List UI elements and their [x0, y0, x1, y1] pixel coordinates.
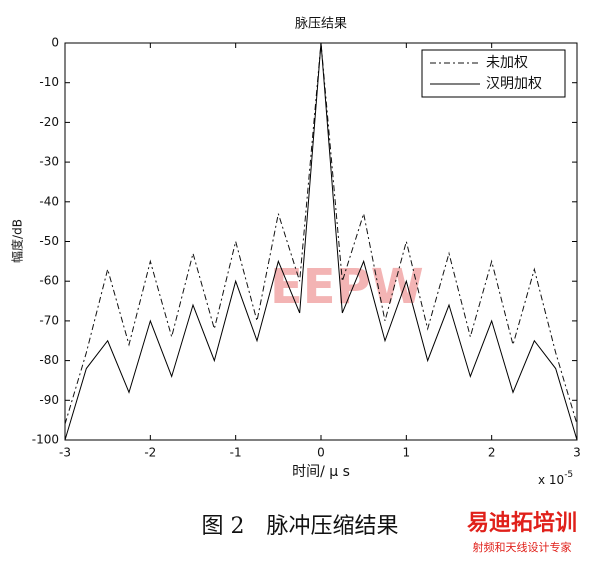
y-tick-label: -90	[39, 393, 59, 407]
legend-box	[421, 49, 566, 98]
y-tick-label: -20	[39, 115, 59, 129]
y-tick-label: -10	[39, 75, 59, 89]
y-tick-label: 0	[51, 36, 59, 50]
watermark: EEPW	[270, 259, 424, 315]
y-tick-label: -40	[39, 194, 59, 208]
y-tick-label: -60	[39, 274, 59, 288]
y-tick-label: -30	[39, 155, 59, 169]
x-axis-label: 时间/ μ s	[292, 464, 350, 480]
y-tick-label: -100	[32, 433, 59, 447]
watermark: 射频和天线设计专家	[473, 540, 572, 554]
watermark: 易迪拓培训	[467, 510, 577, 536]
y-axis-label: 幅度/dB	[10, 219, 25, 263]
y-tick-label: -50	[39, 234, 59, 248]
series-line	[64, 42, 578, 441]
caption: 图 2 脉冲压缩结果	[202, 514, 399, 539]
x-exponent: x 10-5	[538, 470, 573, 487]
exponent-power: -5	[564, 470, 573, 480]
y-tick-label: -80	[39, 353, 59, 367]
x-tick-label: -3	[59, 446, 71, 460]
chart-title: 脉压结果	[295, 17, 347, 32]
legend-label: 未加权	[486, 55, 528, 71]
legend-label: 汉明加权	[486, 76, 542, 92]
y-tick-label: -70	[39, 313, 59, 327]
x-tick-label: -1	[230, 446, 242, 460]
series-line	[64, 42, 578, 425]
exponent-base: x 10	[538, 473, 564, 487]
x-tick-label: 0	[317, 446, 325, 460]
x-tick-label: 3	[573, 446, 581, 460]
x-tick-label: 2	[488, 446, 496, 460]
x-tick-label: -2	[144, 446, 156, 460]
x-tick-label: 1	[403, 446, 411, 460]
